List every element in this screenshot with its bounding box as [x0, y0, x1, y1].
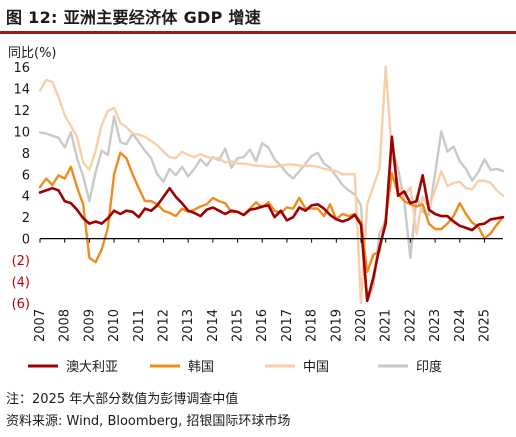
y-tick-label: (2)	[12, 254, 30, 269]
y-tick-label: (4)	[12, 276, 30, 291]
figure-title: 图 12: 亚洲主要经济体 GDP 增速	[6, 8, 262, 27]
y-tick-label: 12	[13, 104, 30, 119]
y-tick-label: 8	[22, 147, 30, 162]
x-axis-ticks: 2007 2008 2009 2010 2011 2012 2013 2014 2015 2016…	[33, 309, 492, 342]
x-tick-label: 2009	[82, 309, 97, 342]
x-tick-label: 2024	[453, 309, 468, 342]
source-note: 资料来源: Wind, Bloomberg, 招银国际环球市场	[6, 414, 291, 429]
x-tick-label: 2019	[329, 309, 344, 342]
y-axis-label-group: 同比(%)	[8, 46, 57, 61]
y-tick-label: 6	[22, 168, 30, 183]
y-axis-ticks: 16 14 12 10 8 6 4 2 0 (2) (4) (6)	[12, 61, 30, 312]
footnote: 注：2025 年大部分数值为彭博调查中值	[6, 392, 239, 407]
series-lines	[38, 65, 505, 305]
x-tick-label: 2012	[156, 309, 171, 342]
legend: 澳大利亚 韩国 中国 印度	[28, 359, 442, 375]
y-tick-label: 2	[22, 211, 30, 226]
legend-label-korea: 韩国	[188, 360, 214, 375]
y-tick-label: 4	[22, 190, 30, 205]
series-line-australia	[38, 135, 505, 303]
x-tick-label: 2025	[477, 309, 492, 342]
x-tick-label: 2010	[107, 309, 122, 342]
x-tick-label: 2013	[181, 309, 196, 342]
x-tick-label: 2018	[305, 309, 320, 342]
x-tick-label: 2007	[33, 309, 48, 342]
x-tick-label: 2022	[403, 309, 418, 342]
y-tick-label: 0	[22, 233, 30, 248]
legend-label-china: 中国	[303, 360, 329, 375]
zero-axis	[39, 238, 503, 243]
x-tick-label: 2016	[255, 309, 270, 342]
series-line-china	[38, 65, 505, 305]
series-line-korea	[38, 151, 505, 274]
y-axis-label: 同比(%)	[8, 46, 57, 61]
y-tick-label: 16	[13, 61, 30, 76]
title-rule	[0, 31, 516, 34]
x-tick-label: 2015	[231, 309, 246, 342]
x-tick-label: 2023	[428, 309, 443, 342]
y-tick-label: 14	[13, 82, 30, 97]
legend-label-india: 印度	[416, 359, 442, 375]
y-tick-label: 10	[13, 125, 30, 140]
x-tick-label: 2008	[58, 309, 73, 342]
y-tick-label: (6)	[12, 297, 30, 312]
x-tick-label: 2011	[132, 309, 147, 342]
x-tick-label: 2017	[280, 309, 295, 342]
x-tick-label: 2014	[206, 309, 221, 342]
x-tick-label: 2020	[354, 309, 369, 342]
x-tick-label: 2021	[379, 309, 394, 342]
legend-label-australia: 澳大利亚	[66, 359, 118, 375]
